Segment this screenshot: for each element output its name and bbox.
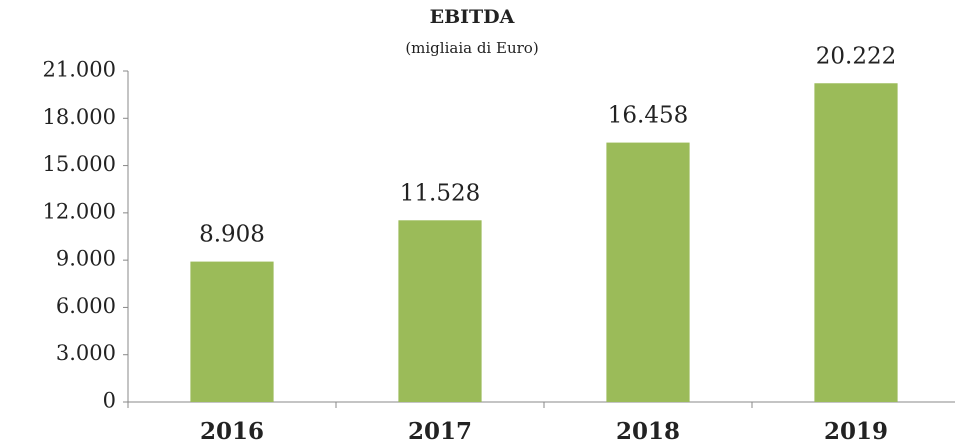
value-label: 8.908 <box>199 222 265 248</box>
x-tick-label: 2018 <box>616 418 680 445</box>
bar <box>814 83 898 403</box>
y-tick-label: 6.000 <box>56 294 116 318</box>
y-tick-label: 3.000 <box>56 341 116 365</box>
bar <box>398 220 482 402</box>
y-tick-label: 0 <box>103 389 116 413</box>
chart-subtitle: (migliaia di Euro) <box>405 39 538 57</box>
x-tick-label: 2017 <box>408 418 472 445</box>
y-tick-label: 21.000 <box>43 58 116 82</box>
value-label: 11.528 <box>400 180 480 206</box>
x-tick-label: 2016 <box>200 418 264 445</box>
x-tick-label: 2019 <box>824 418 888 445</box>
chart-title: EBITDA <box>430 6 515 28</box>
y-tick-label: 15.000 <box>43 152 116 176</box>
y-tick-label: 9.000 <box>56 247 116 271</box>
bar <box>190 261 274 402</box>
bar <box>606 142 690 402</box>
value-label: 16.458 <box>608 103 688 129</box>
y-tick-label: 18.000 <box>43 105 116 129</box>
y-tick-label: 12.000 <box>43 199 116 223</box>
value-label: 20.222 <box>816 43 896 69</box>
